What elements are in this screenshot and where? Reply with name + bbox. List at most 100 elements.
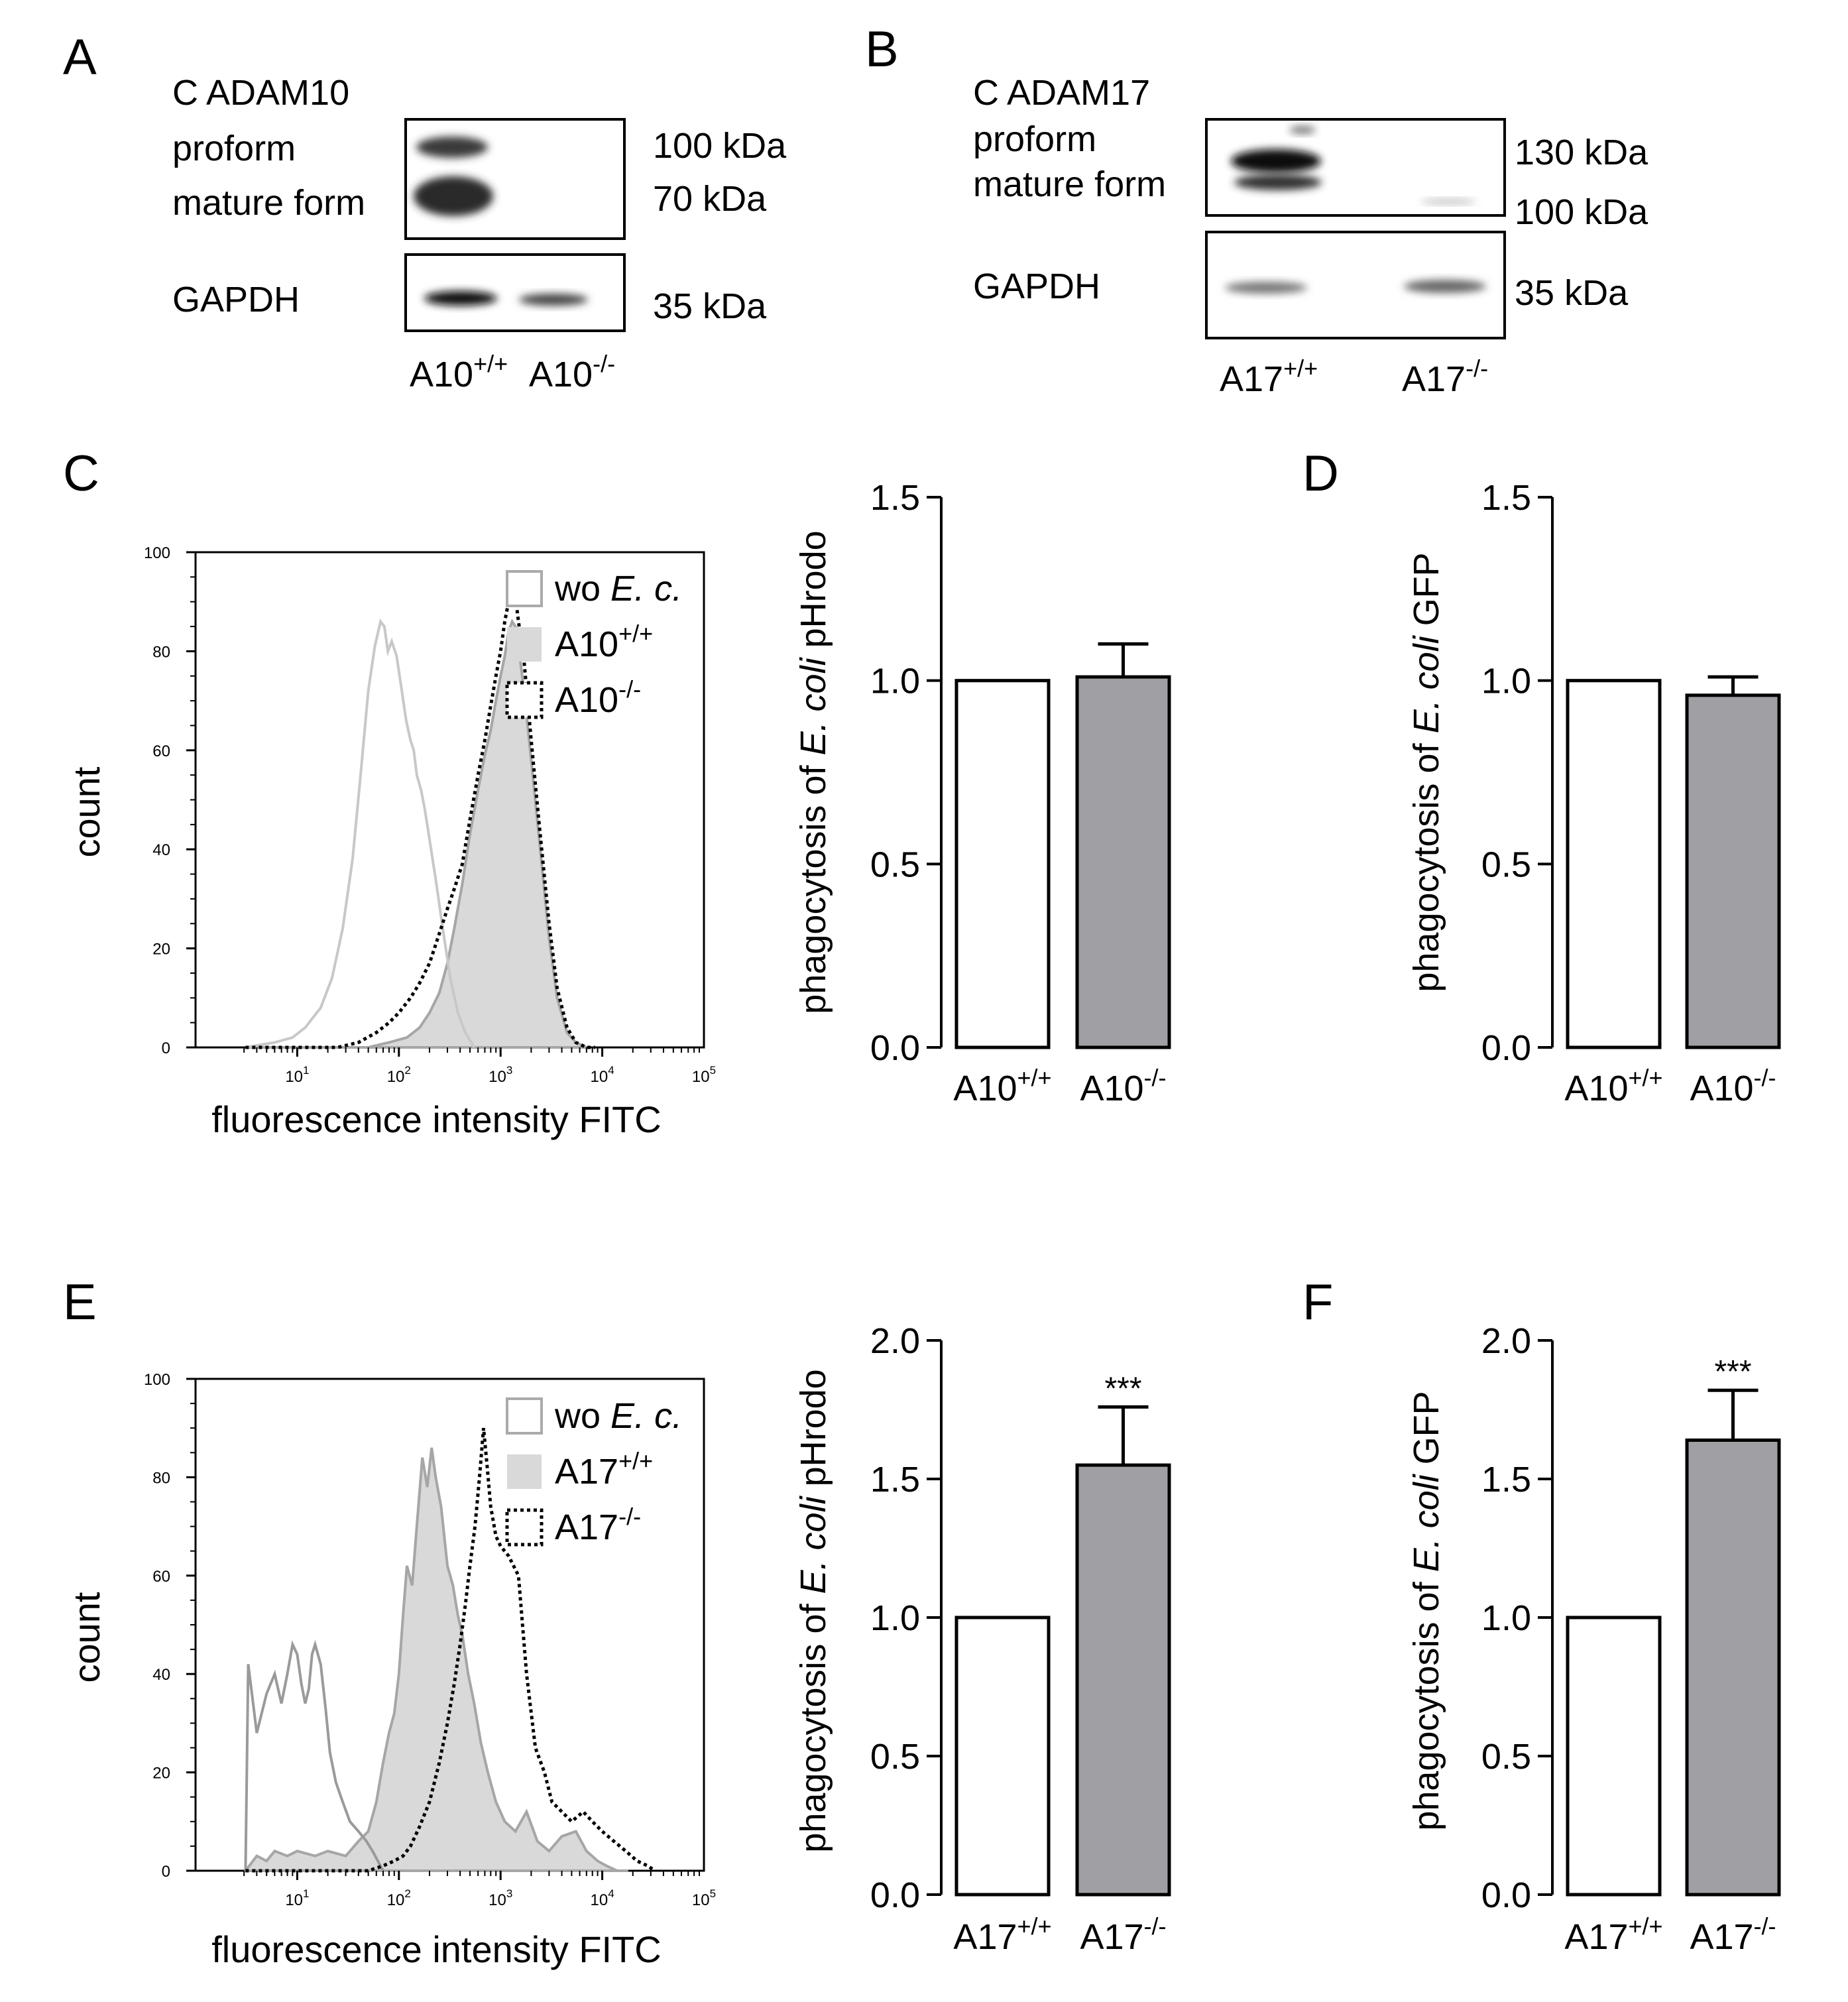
x-tick-label-3: 103 (489, 1064, 512, 1086)
bar-1 (1685, 693, 1781, 1049)
legend-swatch-wo (506, 570, 543, 607)
y-tick-label-40: 40 (152, 1666, 170, 1684)
y-tick-label-0.0: 0.0 (870, 1028, 920, 1068)
blot-a-lane-ko: A10-/- (529, 350, 615, 394)
blot-b-proform-label: proform (973, 119, 1096, 159)
panel-letter-c: C (63, 445, 99, 502)
y-tick-label-100: 100 (144, 1371, 170, 1389)
blot-b-title: C ADAM17 (973, 73, 1150, 113)
y-label-post: pHrodo (793, 1369, 833, 1496)
y-axis-label: count (66, 1592, 107, 1682)
x-tick-label-4: 104 (591, 1064, 614, 1086)
category-sup: -/- (1144, 1913, 1167, 1940)
legend-label-ko: A10-/- (555, 676, 641, 720)
y-tick-label-1.5: 1.5 (870, 478, 920, 518)
x-tick-exp: 2 (404, 1064, 410, 1077)
legend-text: wo (554, 569, 610, 609)
y-tick-label-0: 0 (162, 1863, 170, 1881)
significance-1: *** (1714, 1354, 1751, 1389)
y-tick-label-80: 80 (152, 643, 170, 661)
category-label-1: A10-/- (1080, 1064, 1166, 1108)
series-wt-area (243, 1447, 628, 1872)
y-tick-label-0.5: 0.5 (1481, 1737, 1531, 1777)
x-tick-base: 10 (692, 1891, 710, 1909)
y-tick-label-80: 80 (152, 1469, 170, 1487)
category-base: A10 (1564, 1069, 1628, 1108)
y-label-pre: phagocytosis of (793, 1594, 833, 1852)
y-tick-label-0.0: 0.0 (1481, 1028, 1531, 1068)
category-sup: +/+ (1017, 1064, 1052, 1091)
category-label-1: A17-/- (1080, 1913, 1166, 1957)
legend-swatch-ko (505, 1508, 544, 1547)
y-tick-label-1.0: 1.0 (1481, 1598, 1531, 1638)
legend-text: wo (554, 1396, 610, 1436)
significance-1: *** (1104, 1371, 1141, 1406)
x-tick-label-3: 103 (489, 1887, 512, 1909)
y-tick-label-60: 60 (152, 742, 170, 760)
bar-1 (1685, 1438, 1781, 1897)
panel-b: B C ADAM17 proform mature form GAPDH 130… (865, 21, 1648, 399)
legend-swatch-ko (505, 681, 544, 719)
legend-text: A17 (555, 1452, 618, 1492)
x-tick-exp: 4 (608, 1887, 614, 1900)
x-tick-base: 10 (387, 1068, 405, 1086)
legend-italic: E. c. (610, 569, 682, 609)
y-tick-label-60: 60 (152, 1568, 170, 1586)
blot-b-kda-100: 100 kDa (1515, 192, 1648, 232)
panel-letter-a: A (63, 29, 97, 86)
x-tick-base: 10 (387, 1891, 405, 1909)
panel-letter-b: B (865, 21, 899, 78)
category-base: A10 (1080, 1069, 1143, 1108)
x-tick-exp: 1 (303, 1064, 309, 1077)
x-tick-base: 10 (285, 1891, 303, 1909)
y-tick-label-1.5: 1.5 (1481, 478, 1531, 518)
blot-b-mature-label: mature form (973, 164, 1166, 204)
x-axis-label: fluorescence intensity FITC (211, 1098, 661, 1140)
blot-a-kda-35: 35 kDa (653, 286, 767, 326)
panel-a: A C ADAM10 proform mature form GAPDH 100… (63, 29, 787, 394)
x-tick-exp: 1 (303, 1887, 309, 1900)
x-tick-label-1: 101 (285, 1887, 309, 1909)
y-tick-label-1.5: 1.5 (1481, 1460, 1531, 1500)
legend-swatch-wo (506, 1397, 543, 1435)
category-base: A17 (953, 1917, 1017, 1957)
legend-sup: +/+ (618, 620, 653, 647)
legend-label-wt: A10+/+ (555, 620, 653, 664)
blot-a-mature-label: mature form (172, 183, 365, 223)
blot-b-lane-wt: A17+/+ (1220, 355, 1318, 399)
blot-b-gapdh-label: GAPDH (973, 266, 1100, 306)
legend-swatch-wt (507, 1454, 542, 1489)
y-tick-label-2.0: 2.0 (1481, 1321, 1531, 1361)
legend-label-wo: wo E. c. (554, 569, 682, 609)
x-tick-label-4: 104 (591, 1887, 614, 1909)
category-sup: -/- (1144, 1064, 1167, 1091)
x-tick-base: 10 (489, 1891, 506, 1909)
x-tick-exp: 2 (404, 1887, 410, 1900)
bar-0 (1566, 1616, 1662, 1897)
panel-letter-f: F (1302, 1274, 1333, 1330)
y-label-post: pHrodo (793, 530, 833, 658)
legend-label-ko: A17-/- (555, 1503, 641, 1547)
category-base: A10 (1690, 1069, 1753, 1108)
y-label-italic: E. coli (793, 656, 833, 755)
y-tick-label-0.0: 0.0 (870, 1875, 920, 1915)
legend-label-wo: wo E. c. (554, 1396, 682, 1436)
blot-a-kda-100: 100 kDa (653, 126, 787, 166)
legend-italic: E. c. (610, 1396, 682, 1436)
y-tick-label-1.0: 1.0 (1481, 662, 1531, 701)
blot-a-gapdh-bands (424, 291, 588, 306)
y-label-italic: E. coli (1407, 634, 1446, 733)
blot-b-upper-bands (1231, 126, 1476, 204)
legend-text: A10 (555, 680, 618, 720)
y-tick-label-2.0: 2.0 (870, 1321, 920, 1361)
x-tick-exp: 4 (608, 1064, 614, 1077)
y-label-pre: phagocytosis of (793, 755, 833, 1014)
y-tick-label-0.5: 0.5 (870, 845, 920, 884)
blot-a-title: C ADAM10 (172, 73, 349, 113)
category-label-0: A17+/+ (1564, 1913, 1662, 1957)
blot-b-kda-130: 130 kDa (1515, 133, 1648, 172)
blot-b-gapdh-bands (1225, 280, 1486, 294)
